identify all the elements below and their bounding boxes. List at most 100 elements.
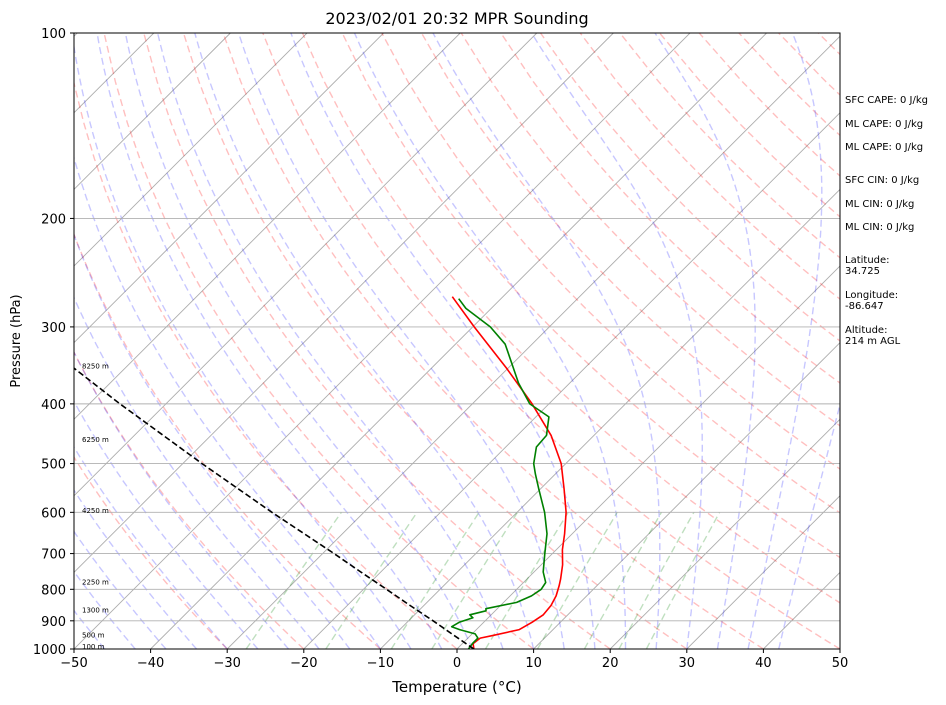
moist-adiabat-line — [747, 33, 823, 649]
mixing-ratio-line — [245, 511, 342, 649]
moist-adiabat-line — [74, 445, 228, 649]
dry-adiabat-line — [222, 33, 764, 649]
sfc-cape-text: SFC CAPE: 0 J/kg — [845, 95, 928, 106]
moist-adiabat-line — [531, 33, 703, 649]
x-tick-label: 20 — [602, 656, 619, 671]
ml-cape-text: ML CAPE: 0 J/kg — [845, 119, 924, 130]
dry-adiabat-line — [74, 455, 228, 649]
isotherm-line — [533, 341, 840, 649]
dry-adiabat-line — [182, 33, 688, 649]
ml-cin-text-2: ML CIN: 0 J/kg — [845, 222, 915, 233]
x-axis-label: Temperature (°C) — [391, 678, 521, 696]
moist-adiabat-line — [74, 155, 381, 649]
moist-adiabat-line — [74, 570, 136, 649]
ml-cape-text-2: ML CAPE: 0 J/kg — [845, 142, 924, 153]
x-tick-label: −30 — [213, 656, 240, 671]
y-tick-label: 1000 — [33, 643, 66, 658]
ml-cin-text: ML CIN: 0 J/kg — [845, 199, 915, 210]
y-axis-ticks: 100 200 300 400 500 600 700 800 900 1000 — [33, 27, 74, 658]
sfc-cin-text: SFC CIN: 0 J/kg — [845, 175, 920, 186]
dry-adiabat-line — [579, 33, 840, 300]
x-tick-label: 40 — [755, 656, 772, 671]
isotherm-line — [150, 33, 767, 649]
height-labels: 100 m 500 m 1300 m 2250 m 4250 m 6250 m 8250 m — [82, 363, 109, 652]
y-tick-label: 700 — [41, 548, 66, 563]
isotherm-line — [226, 35, 840, 649]
dewpoint-trace — [450, 298, 550, 649]
isotherm-line — [303, 112, 840, 649]
isotherm-line — [74, 33, 614, 574]
height-label: 1300 m — [82, 607, 109, 615]
altitude-text: Altitude: 214 m AGL — [845, 325, 901, 347]
y-axis-label: Pressure (hPa) — [9, 294, 24, 387]
moist-adiabat-line — [156, 33, 504, 649]
moist-adiabat-line — [74, 530, 167, 649]
pressure-gridlines — [74, 217, 840, 622]
isotherm-line — [0, 33, 1, 649]
sounding-traces — [74, 296, 567, 649]
y-tick-label: 100 — [41, 27, 66, 42]
y-tick-label: 600 — [41, 506, 66, 521]
x-tick-label: −50 — [60, 656, 87, 671]
x-tick-label: −10 — [367, 656, 394, 671]
height-label: 6250 m — [82, 436, 109, 444]
dry-adiabat-line — [74, 80, 458, 649]
y-tick-label: 500 — [41, 458, 66, 473]
y-tick-label: 800 — [41, 583, 66, 598]
y-tick-label: 200 — [41, 212, 66, 227]
background-lines — [0, 33, 840, 649]
moist-adiabat-line — [74, 489, 198, 649]
isotherm-line — [686, 495, 840, 649]
moist-adiabat-line — [353, 33, 627, 649]
y-tick-label: 900 — [41, 615, 66, 630]
longitude-text: Longitude: -86.647 — [845, 290, 899, 312]
x-tick-label: 50 — [832, 656, 849, 671]
dry-adiabat-line — [74, 232, 381, 649]
mixing-ratio-line — [484, 511, 569, 649]
moist-adiabat-line — [778, 401, 840, 649]
moist-adiabat-line — [124, 33, 473, 649]
height-label: 4250 m — [82, 507, 109, 515]
x-tick-label: 0 — [453, 656, 461, 671]
x-axis-ticks: −50 −40 −30 −20 −10 0 10 20 30 40 50 — [60, 649, 848, 671]
isotherm-line — [74, 33, 461, 420]
isotherm-line — [456, 265, 840, 649]
mixing-ratio-line — [431, 511, 519, 649]
dry-adiabat-line — [460, 33, 840, 427]
x-tick-label: −20 — [290, 656, 317, 671]
mixing-ratio-line — [583, 511, 663, 649]
height-label: 500 m — [82, 631, 105, 639]
isotherm-line — [380, 188, 840, 649]
y-tick-label: 400 — [41, 398, 66, 413]
x-tick-label: 10 — [525, 656, 542, 671]
y-tick-label: 300 — [41, 321, 66, 336]
isotherm-line — [74, 33, 231, 191]
x-tick-label: −40 — [137, 656, 164, 671]
height-label: 2250 m — [82, 579, 109, 587]
isotherm-line — [74, 33, 691, 649]
dry-adiabat-line — [74, 350, 305, 649]
moist-adiabat-line — [654, 33, 756, 649]
moist-adiabat-line — [74, 42, 412, 649]
dry-adiabat-line — [301, 33, 840, 604]
temperature-trace — [451, 296, 567, 649]
parcel-trace — [74, 367, 475, 649]
dry-adiabat-line — [103, 33, 535, 649]
height-label: 100 m — [82, 643, 105, 651]
dry-adiabat-line — [381, 33, 840, 514]
plot-frame — [73, 32, 841, 650]
chart-title: 2023/02/01 20:32 MPR Sounding — [325, 9, 588, 28]
dry-adiabat-line — [341, 33, 840, 559]
latitude-text: Latitude: 34.725 — [845, 255, 890, 277]
moist-adiabat-line — [74, 350, 290, 649]
x-tick-label: 30 — [679, 656, 696, 671]
isotherm-line — [609, 418, 840, 649]
height-label: 8250 m — [82, 363, 109, 371]
isotherm-line — [74, 33, 538, 497]
moist-adiabat-line — [74, 400, 259, 649]
dry-adiabat-line — [539, 33, 840, 342]
moist-adiabat-line — [74, 295, 320, 649]
dry-adiabat-line — [143, 33, 611, 649]
moist-adiabat-line — [237, 33, 565, 649]
